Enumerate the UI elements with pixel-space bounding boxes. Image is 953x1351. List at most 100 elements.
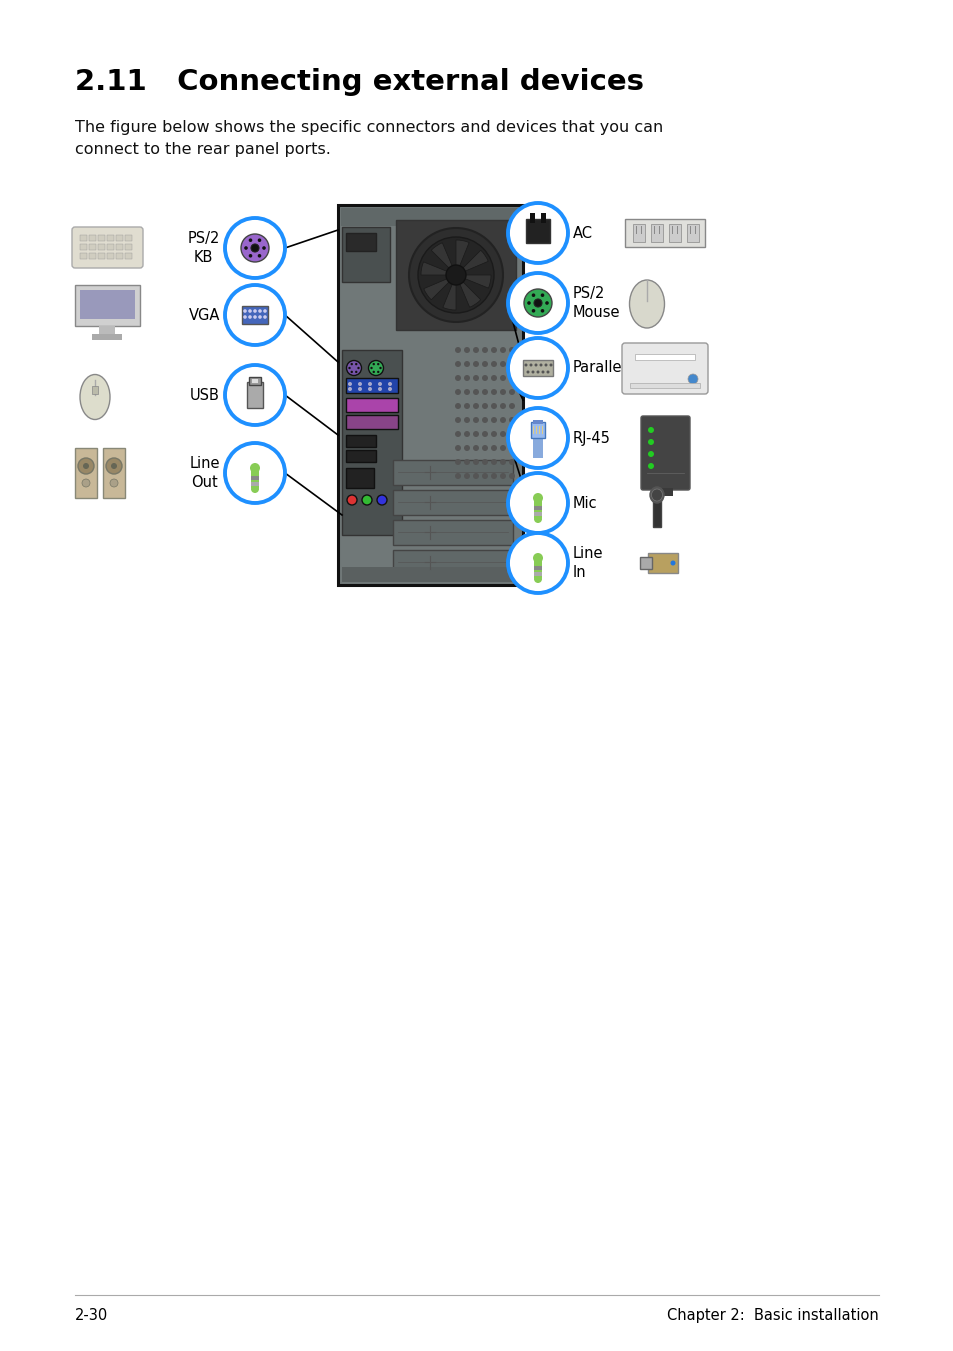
- Bar: [522, 359, 553, 376]
- Circle shape: [647, 427, 654, 434]
- Circle shape: [499, 417, 505, 423]
- Bar: [125, 253, 132, 259]
- Bar: [340, 208, 519, 226]
- Circle shape: [481, 403, 488, 409]
- Circle shape: [376, 370, 379, 373]
- Circle shape: [243, 315, 247, 319]
- Circle shape: [491, 473, 497, 480]
- Circle shape: [491, 444, 497, 451]
- Circle shape: [491, 431, 497, 436]
- Text: AC: AC: [573, 226, 593, 240]
- Bar: [530, 213, 535, 223]
- Circle shape: [377, 382, 381, 386]
- Bar: [75, 449, 97, 499]
- Wedge shape: [456, 250, 488, 276]
- Circle shape: [376, 494, 387, 505]
- Circle shape: [455, 376, 460, 381]
- Circle shape: [388, 386, 392, 390]
- Bar: [346, 378, 397, 393]
- Circle shape: [111, 463, 117, 469]
- Circle shape: [455, 389, 460, 394]
- Bar: [116, 235, 123, 240]
- Circle shape: [481, 361, 488, 367]
- Bar: [346, 399, 397, 412]
- Circle shape: [481, 389, 488, 394]
- Circle shape: [244, 246, 248, 250]
- Circle shape: [455, 403, 460, 409]
- Circle shape: [540, 293, 544, 297]
- Bar: [657, 488, 672, 496]
- Circle shape: [455, 347, 460, 353]
- Bar: [89, 245, 96, 250]
- Bar: [531, 422, 544, 438]
- Circle shape: [509, 417, 515, 423]
- Text: PS/2
Mouse: PS/2 Mouse: [573, 286, 619, 320]
- Circle shape: [348, 367, 351, 369]
- Circle shape: [544, 301, 548, 305]
- Wedge shape: [456, 276, 480, 307]
- Circle shape: [258, 315, 261, 319]
- Circle shape: [463, 417, 470, 423]
- Bar: [346, 415, 397, 430]
- Circle shape: [249, 254, 252, 258]
- Circle shape: [531, 309, 535, 312]
- Circle shape: [473, 459, 478, 465]
- Circle shape: [507, 338, 567, 399]
- Circle shape: [531, 370, 534, 373]
- Circle shape: [541, 370, 544, 373]
- Bar: [346, 450, 375, 462]
- Circle shape: [509, 459, 515, 465]
- Circle shape: [546, 370, 549, 373]
- Bar: [534, 571, 541, 576]
- Text: RJ-45: RJ-45: [573, 431, 610, 446]
- Circle shape: [251, 245, 258, 253]
- Circle shape: [253, 309, 256, 313]
- Text: 2-30: 2-30: [75, 1308, 108, 1323]
- Bar: [346, 232, 375, 251]
- Circle shape: [534, 363, 537, 366]
- Bar: [533, 436, 542, 458]
- Bar: [635, 354, 695, 359]
- Circle shape: [523, 289, 552, 317]
- Circle shape: [507, 473, 567, 534]
- Text: USB: USB: [190, 388, 220, 403]
- Text: VGA: VGA: [189, 308, 220, 323]
- Bar: [534, 558, 541, 578]
- Circle shape: [455, 431, 460, 436]
- Bar: [341, 567, 518, 582]
- Circle shape: [499, 389, 505, 394]
- Bar: [91, 386, 98, 394]
- Circle shape: [481, 431, 488, 436]
- Circle shape: [355, 363, 357, 365]
- Wedge shape: [442, 276, 456, 309]
- Circle shape: [388, 382, 392, 386]
- Bar: [247, 382, 263, 408]
- Circle shape: [491, 417, 497, 423]
- Circle shape: [348, 382, 352, 386]
- Circle shape: [379, 367, 381, 369]
- Circle shape: [455, 459, 460, 465]
- Circle shape: [263, 315, 267, 319]
- Wedge shape: [456, 240, 469, 276]
- Circle shape: [531, 293, 535, 297]
- Bar: [91, 334, 122, 340]
- Ellipse shape: [649, 486, 663, 503]
- Circle shape: [549, 363, 552, 366]
- Circle shape: [373, 370, 375, 373]
- FancyBboxPatch shape: [640, 416, 689, 490]
- Bar: [89, 235, 96, 240]
- Circle shape: [481, 473, 488, 480]
- Bar: [346, 467, 374, 488]
- Circle shape: [491, 403, 497, 409]
- Circle shape: [481, 376, 488, 381]
- Circle shape: [499, 347, 505, 353]
- Circle shape: [463, 431, 470, 436]
- Circle shape: [647, 463, 654, 469]
- Bar: [125, 235, 132, 240]
- Circle shape: [491, 459, 497, 465]
- Text: Line
Out: Line Out: [190, 457, 220, 490]
- Bar: [525, 219, 550, 243]
- Circle shape: [509, 389, 515, 394]
- Circle shape: [258, 309, 261, 313]
- Bar: [536, 426, 537, 434]
